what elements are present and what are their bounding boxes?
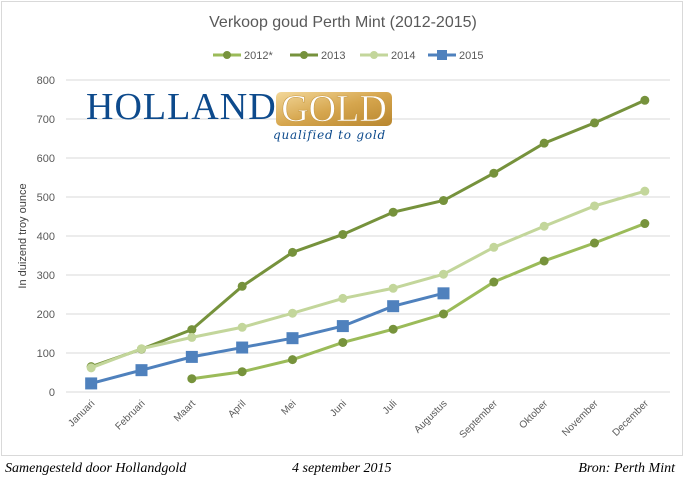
x-tick-label: April (226, 398, 248, 420)
y-tick-label: 700 (37, 114, 55, 126)
data-point (388, 324, 398, 334)
series-lines (85, 95, 650, 390)
data-point (388, 207, 398, 217)
x-tick-label: Oktober (517, 398, 550, 431)
data-point (86, 363, 96, 373)
x-tick-label: Februari (114, 398, 148, 432)
data-point (338, 337, 348, 347)
series-line (90, 189, 646, 370)
data-point (439, 196, 448, 206)
legend-item: 2012* (213, 50, 273, 62)
legend: 2012* 2013 2014 2015 (213, 50, 483, 62)
x-tick-label: November (560, 398, 601, 439)
data-point (590, 201, 599, 211)
data-point (640, 95, 650, 105)
data-point (286, 332, 299, 345)
x-tick-label: December (611, 398, 652, 439)
data-point (185, 350, 198, 363)
data-point (187, 332, 197, 342)
data-point (237, 281, 247, 291)
legend-item: 2015 (428, 50, 483, 62)
legend-label: 2013 (321, 50, 345, 62)
series-line (90, 98, 646, 369)
logo-word-holland: HOLLAND (86, 86, 277, 128)
data-point (640, 219, 650, 229)
x-tick-label: Juni (328, 398, 349, 419)
data-point (338, 229, 348, 239)
data-point (237, 367, 247, 377)
logo-word-gold: GOLD (281, 88, 387, 130)
y-tick-label: 500 (37, 192, 55, 204)
series-2012 (187, 219, 650, 384)
x-tick-label: Maart (172, 398, 198, 424)
data-point (387, 300, 400, 313)
series-line (191, 222, 646, 381)
data-point (288, 355, 297, 365)
data-point (187, 325, 197, 335)
logo-gold-badge (276, 92, 392, 126)
data-point (85, 377, 98, 390)
footer-date: 4 september 2015 (292, 461, 392, 476)
footer-source: Bron: Perth Mint (578, 461, 675, 476)
data-point (489, 277, 499, 287)
x-tick-label: Augustus (412, 398, 449, 435)
data-point (590, 118, 599, 128)
legend-label: 2014 (391, 50, 415, 62)
data-point (288, 247, 297, 257)
data-point (137, 344, 146, 354)
data-point (336, 320, 349, 333)
x-tick-label: Juli (381, 398, 399, 416)
data-point (590, 238, 599, 248)
data-point (187, 374, 197, 384)
y-tick-label: 100 (37, 348, 55, 360)
legend-label: 2012* (244, 50, 273, 62)
y-tick-label: 600 (37, 153, 55, 165)
series-line (90, 291, 444, 385)
legend-marker (223, 51, 231, 59)
y-tick-label: 300 (37, 270, 55, 282)
data-point (388, 283, 398, 293)
x-tick-label: Januari (66, 398, 97, 429)
x-axis-ticks: Januari Februari Maart April Mei Juni Juli Augu… (66, 398, 651, 441)
logo-tagline: qualified to gold (273, 128, 386, 142)
data-point (489, 168, 499, 178)
x-tick-label: Mei (279, 398, 298, 417)
chart-frame (1, 1, 683, 456)
data-point (640, 186, 650, 196)
y-axis-ticks: 0 100 200 300 400 500 600 700 800 (37, 75, 55, 399)
data-point (539, 138, 549, 148)
legend-marker (437, 50, 447, 60)
y-tick-label: 400 (37, 231, 55, 243)
data-point (439, 269, 448, 279)
data-point (236, 341, 249, 354)
data-point (338, 293, 348, 303)
series-2015 (85, 287, 450, 390)
data-point (539, 221, 549, 231)
y-tick-label: 800 (37, 75, 55, 87)
footer-compiled-by: Samengesteld door Hollandgold (5, 461, 187, 476)
y-tick-label: 200 (37, 309, 55, 321)
data-point (288, 308, 297, 318)
y-axis-label: In duizend troy ounce (17, 183, 29, 288)
data-point (489, 242, 499, 252)
data-point (539, 256, 549, 266)
legend-marker (370, 51, 378, 59)
series-2014 (86, 186, 650, 373)
hollandgold-logo: HOLLAND GOLD qualified to gold (86, 86, 392, 142)
data-point (237, 322, 247, 332)
data-point (135, 364, 148, 377)
y-tick-label: 0 (49, 387, 55, 399)
data-point (439, 309, 448, 319)
x-tick-label: September (458, 398, 501, 441)
legend-item: 2014 (360, 50, 415, 62)
chart-title: Verkoop goud Perth Mint (2012-2015) (209, 14, 477, 31)
legend-label: 2015 (459, 50, 483, 62)
legend-marker (300, 51, 308, 59)
data-point (437, 287, 450, 300)
legend-item: 2013 (290, 50, 345, 62)
